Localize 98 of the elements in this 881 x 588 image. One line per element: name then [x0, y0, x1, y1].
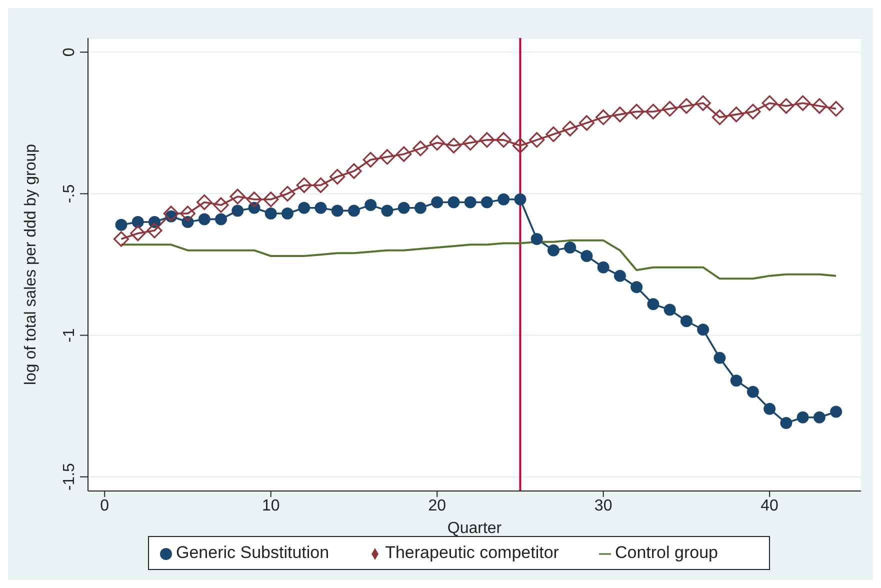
legend-label: Control group — [614, 543, 718, 562]
point — [163, 206, 179, 222]
point — [762, 95, 778, 111]
point — [630, 281, 643, 294]
y-tick-label: -1.5 — [61, 462, 78, 491]
point — [214, 213, 227, 226]
point — [780, 417, 792, 430]
point — [464, 196, 476, 208]
legend-label: Therapeutic competitor — [385, 543, 559, 562]
point — [546, 126, 562, 142]
point — [280, 186, 296, 202]
point — [647, 298, 660, 310]
point — [764, 402, 776, 415]
point — [362, 152, 378, 168]
point — [662, 100, 678, 117]
x-tick-label: 20 — [428, 497, 446, 514]
point — [330, 168, 346, 185]
point — [547, 244, 560, 256]
point — [712, 109, 728, 126]
point — [828, 100, 844, 117]
x-tick-label: 10 — [262, 497, 280, 514]
y-tick-label: -.5 — [61, 184, 78, 204]
point — [830, 406, 842, 418]
point — [314, 202, 327, 214]
point — [412, 140, 428, 156]
point — [232, 204, 244, 217]
point — [596, 109, 612, 126]
point — [296, 177, 312, 194]
point — [496, 132, 512, 148]
point — [695, 95, 711, 111]
point — [263, 192, 279, 208]
point — [728, 106, 744, 122]
x-tick-label: 0 — [100, 497, 110, 514]
x-tick-label: 40 — [760, 497, 779, 514]
y-axis-title: log of total sales per ddd by group — [22, 144, 40, 386]
y-tick-label: -1 — [61, 328, 78, 342]
point — [813, 411, 826, 424]
point — [612, 106, 628, 122]
point — [730, 374, 742, 387]
point — [414, 202, 426, 214]
point — [498, 193, 510, 206]
point — [381, 204, 394, 217]
point — [614, 270, 626, 282]
point — [512, 138, 528, 154]
point — [213, 197, 229, 213]
point — [796, 411, 809, 424]
point — [564, 242, 576, 254]
point — [180, 206, 196, 222]
point — [446, 138, 462, 154]
point — [480, 196, 493, 208]
point — [431, 196, 444, 208]
point — [331, 204, 344, 217]
point — [645, 104, 662, 120]
y-tick-label: 0 — [61, 48, 78, 57]
point — [348, 204, 360, 217]
point — [264, 208, 277, 220]
point — [198, 213, 210, 226]
point — [680, 315, 692, 328]
point — [745, 104, 761, 120]
point — [678, 98, 694, 114]
point — [778, 98, 794, 114]
point — [398, 202, 410, 214]
point — [597, 261, 610, 274]
point — [562, 120, 578, 136]
point — [529, 132, 545, 148]
point — [812, 98, 828, 114]
point — [714, 352, 726, 364]
point — [298, 202, 310, 214]
point — [479, 132, 495, 148]
point — [746, 386, 759, 398]
point — [795, 95, 811, 111]
point — [396, 146, 412, 162]
point — [312, 177, 329, 194]
point — [146, 222, 162, 238]
point — [578, 115, 595, 131]
point — [514, 193, 526, 206]
point — [246, 192, 262, 208]
point — [379, 149, 396, 165]
x-tick-label: 30 — [594, 497, 612, 514]
point — [697, 324, 710, 336]
point — [448, 196, 460, 208]
point — [628, 104, 644, 120]
x-axis-title: Quarter — [447, 520, 502, 537]
point — [130, 226, 146, 242]
point — [429, 134, 445, 151]
point — [364, 199, 377, 212]
point — [346, 163, 362, 179]
point — [530, 233, 543, 246]
point — [113, 231, 130, 247]
point — [664, 304, 676, 316]
point — [115, 218, 128, 231]
point — [230, 188, 246, 204]
point — [196, 194, 212, 210]
legend-label: Generic Substitution — [176, 543, 330, 562]
point — [132, 216, 144, 228]
point — [462, 134, 478, 151]
point — [281, 208, 294, 220]
point — [580, 250, 593, 262]
